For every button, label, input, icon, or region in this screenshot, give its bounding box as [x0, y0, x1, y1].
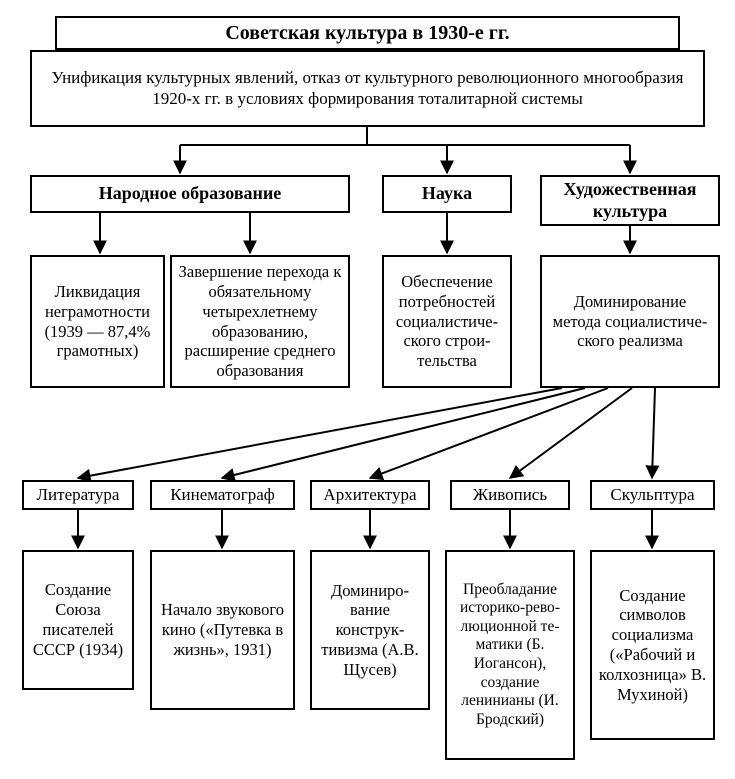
title-text: Советская культура в 1930-е гг.	[225, 21, 509, 45]
subtitle-text: Унификация культурных явлений, отказ от …	[38, 68, 697, 109]
art-painting-detail: Преобладание историко-рево­люционной те­…	[445, 550, 575, 760]
art-painting-header: Живопись	[450, 480, 570, 510]
branch-art-label: Художественная культура	[548, 179, 712, 222]
art-painting-label: Живопись	[473, 485, 547, 505]
art-literature-detail: Создание Союза писателей СССР (1934)	[22, 550, 134, 690]
branch-science: Наука	[382, 175, 512, 213]
art-architecture-label: Архитектура	[323, 485, 416, 505]
art-sculpture-label: Скульптура	[610, 485, 694, 505]
branch-education: Народное образование	[30, 175, 350, 213]
science-needs-text: Обеспечение потребностей социалистиче­ск…	[390, 272, 504, 371]
edu-literacy-box: Ликвидация неграмотности (1939 — 87,4% г…	[30, 255, 165, 388]
edu-literacy-text: Ликвидация неграмотности (1939 — 87,4% г…	[38, 282, 157, 361]
art-sculpture-detail-text: Создание символов социализма («Рабочий и…	[598, 586, 707, 705]
branch-art: Художественная культура	[540, 175, 720, 226]
art-literature-detail-text: Создание Союза писателей СССР (1934)	[30, 580, 126, 659]
science-needs-box: Обеспечение потребностей социалистиче­ск…	[382, 255, 512, 388]
edu-schooling-box: Завершение пере­хода к обязатель­ному че…	[170, 255, 350, 388]
art-cinema-header: Кинематограф	[150, 480, 295, 510]
title-box: Советская культура в 1930-е гг.	[55, 16, 680, 50]
art-realism-box: Доминирование метода социалистиче­ского …	[540, 255, 720, 388]
subtitle-box: Унификация культурных явлений, отказ от …	[30, 50, 705, 127]
art-cinema-label: Кинематограф	[170, 485, 275, 505]
art-cinema-detail: Начало звукового кино («Путевка в жизнь»…	[150, 550, 295, 710]
art-cinema-detail-text: Начало звукового кино («Путевка в жизнь»…	[158, 600, 287, 659]
branch-education-label: Народное образование	[99, 183, 282, 205]
art-sculpture-detail: Создание символов социализма («Рабочий и…	[590, 550, 715, 740]
diagram-canvas: Советская культура в 1930-е гг. Унификац…	[0, 0, 735, 779]
art-architecture-detail-text: Доминиро­вание конструк­тивизма (А.В. Щу…	[318, 581, 422, 680]
art-realism-text: Доминирование метода социалистиче­ского …	[548, 292, 712, 351]
art-architecture-detail: Доминиро­вание конструк­тивизма (А.В. Щу…	[310, 550, 430, 710]
art-painting-detail-text: Преобладание историко-рево­люционной те­…	[453, 581, 567, 730]
art-literature-label: Литература	[37, 485, 120, 505]
art-literature-header: Литература	[22, 480, 134, 510]
art-sculpture-header: Скульптура	[590, 480, 715, 510]
edu-schooling-text: Завершение пере­хода к обязатель­ному че…	[178, 262, 342, 381]
branch-science-label: Наука	[422, 183, 472, 205]
art-architecture-header: Архитектура	[310, 480, 430, 510]
